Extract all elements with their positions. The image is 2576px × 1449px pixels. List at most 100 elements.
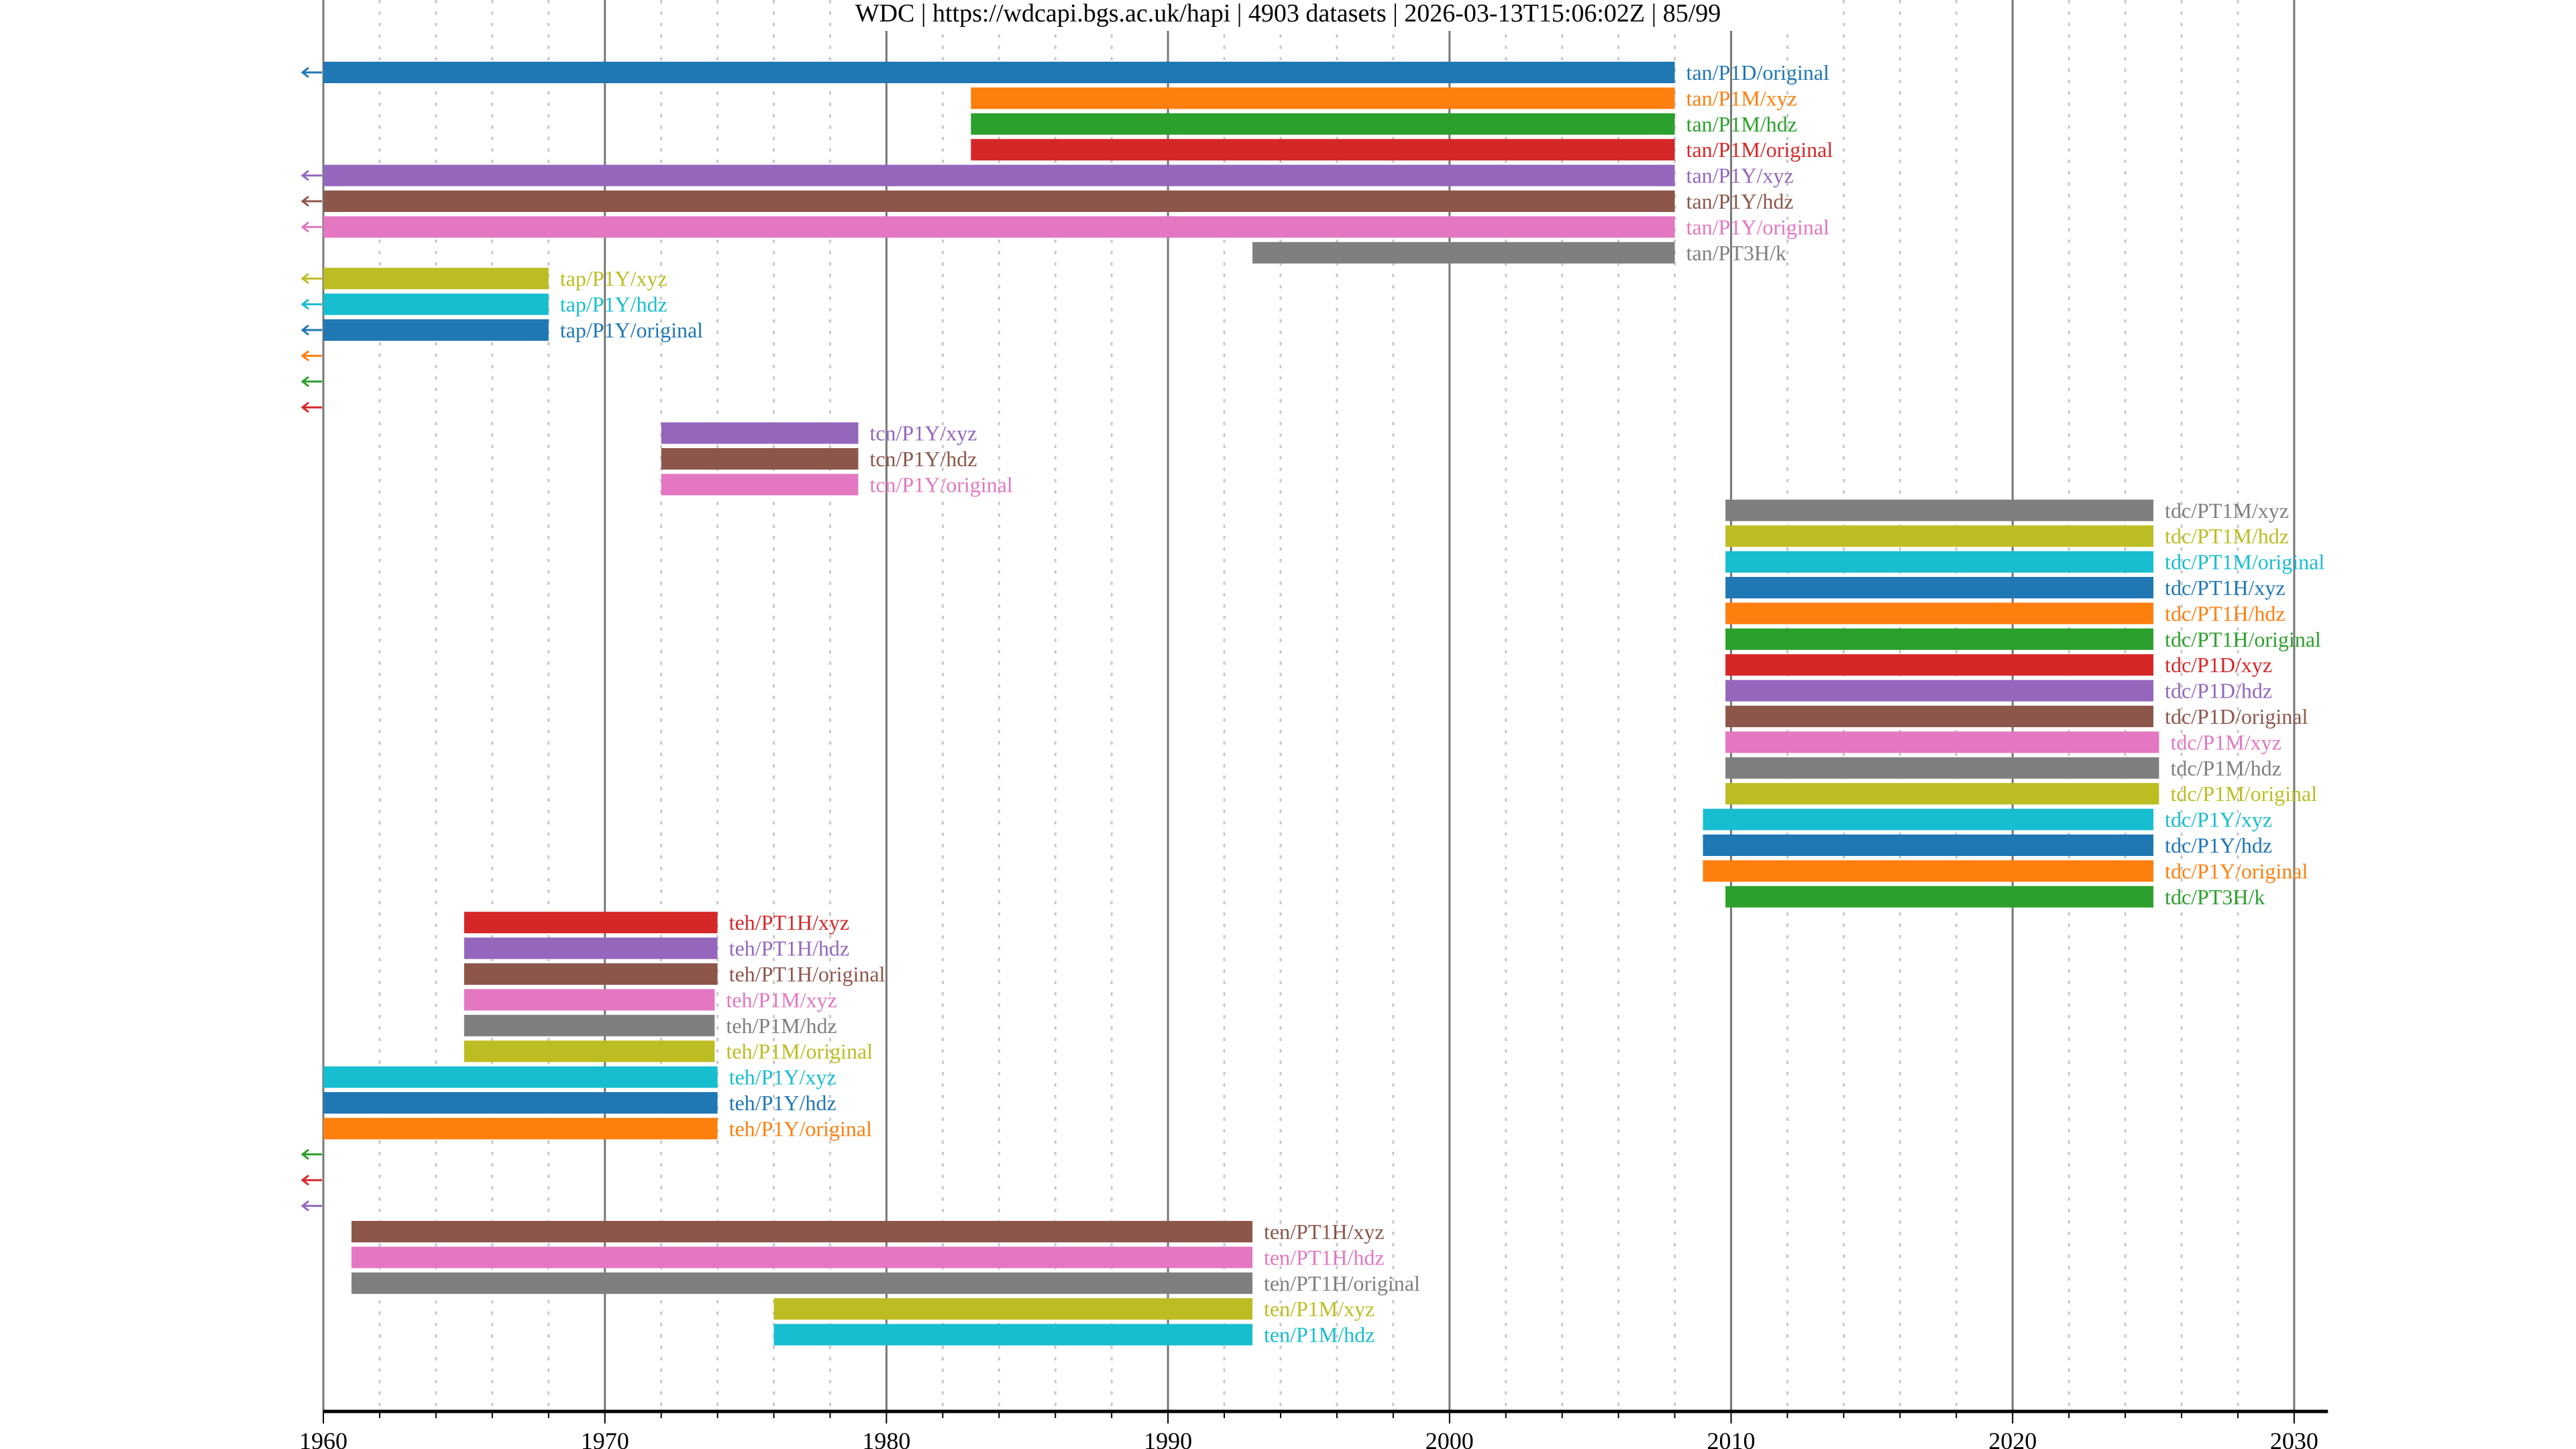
- timeline-bar: [323, 191, 1675, 212]
- timeline-bar: [351, 1246, 1253, 1269]
- dataset-label: teh/P1M/xyz: [726, 987, 837, 1012]
- dataset-label: ten/PT1H/original: [1264, 1271, 1420, 1295]
- dataset-label: tdc/PT1H/original: [2165, 627, 2321, 651]
- dataset-label: tdc/P1D/xyz: [2165, 653, 2272, 677]
- timeline-bar: [464, 912, 718, 934]
- timeline-bar: [971, 139, 1675, 161]
- timeline-bar: [323, 319, 549, 341]
- timeline-bar: [1252, 241, 1675, 264]
- timeline-bar: [1725, 628, 2154, 650]
- timeline-bar: [1725, 499, 2154, 521]
- dataset-label: ten/P1M/xyz: [1264, 1297, 1375, 1321]
- x-tick-label: 2010: [1707, 1428, 1756, 1449]
- timeline-bar: [1725, 525, 2154, 547]
- dataset-label: tdc/P1M/original: [2170, 782, 2317, 806]
- dataset-label: teh/P1M/original: [726, 1039, 873, 1063]
- dataset-label: tdc/P1Y/xyz: [2165, 808, 2272, 832]
- dataset-label: tdc/P1D/original: [2165, 704, 2308, 729]
- dataset-label: tdc/P1Y/hdz: [2165, 833, 2272, 857]
- timeline-bar: [323, 268, 549, 290]
- dataset-label: ten/PT1H/xyz: [1264, 1220, 1385, 1244]
- timeline-bar: [464, 963, 718, 985]
- timeline-bar: [661, 422, 859, 444]
- dataset-label: tcn/P1Y/hdz: [869, 447, 977, 471]
- dataset-label: tcn/P1Y/original: [869, 472, 1012, 496]
- timeline-bar: [323, 1066, 718, 1088]
- left-arrow-icon: [301, 299, 322, 310]
- timeline-bar: [1725, 551, 2154, 573]
- left-arrow-icon: [301, 324, 322, 336]
- left-arrow-head: [301, 376, 309, 387]
- x-tick-label: 2030: [2270, 1428, 2318, 1449]
- timeline-bar: [971, 113, 1675, 135]
- chart-title: WDC | https://wdcapi.bgs.ac.uk/hapi | 49…: [855, 0, 1721, 28]
- left-arrow-head: [301, 221, 309, 233]
- timeline-bar: [1725, 602, 2154, 625]
- timeline-bar: [971, 87, 1675, 109]
- timeline-bar: [1725, 731, 2159, 753]
- dataset-label: tdc/P1M/hdz: [2170, 756, 2281, 780]
- timeline-bar: [1703, 808, 2154, 830]
- dataset-label: teh/PT1H/xyz: [729, 910, 850, 934]
- dataset-label: tan/P1Y/hdz: [1686, 189, 1794, 213]
- x-tick-label: 1980: [862, 1428, 910, 1449]
- left-arrow-head: [301, 195, 309, 207]
- dataset-label: tdc/PT1M/hdz: [2165, 524, 2289, 548]
- left-arrow-head: [301, 170, 309, 181]
- left-arrow-icon: [301, 1175, 322, 1186]
- left-arrow-icon: [301, 1148, 322, 1160]
- timeline-bar: [464, 989, 715, 1011]
- timeline-bar: [323, 164, 1675, 186]
- left-arrow-icon: [301, 402, 322, 413]
- dataset-label: tan/P1M/xyz: [1686, 86, 1797, 110]
- dataset-label: teh/PT1H/hdz: [729, 936, 850, 961]
- left-arrow-icon: [301, 376, 322, 387]
- dataset-label: teh/P1Y/xyz: [729, 1065, 837, 1089]
- dataset-label: tdc/PT1M/xyz: [2165, 498, 2289, 523]
- timeline-bar: [1725, 783, 2159, 805]
- timeline-bar: [464, 937, 718, 959]
- timeline-bar: [1703, 860, 2154, 882]
- left-arrow-icon: [301, 170, 322, 181]
- left-arrow-head: [301, 402, 309, 413]
- x-axis: 1960 1970 1980 1990 2000 2010 2020 2030: [299, 1409, 2328, 1449]
- x-tick-label: 1960: [299, 1428, 347, 1449]
- dataset-label: tdc/PT1H/hdz: [2165, 601, 2286, 625]
- left-arrow-icon: [301, 1200, 322, 1212]
- timeline-bar: [464, 1014, 715, 1036]
- x-tick-label: 1970: [581, 1428, 629, 1449]
- timeline-bar: [1725, 885, 2154, 908]
- timeline-bar: [661, 448, 859, 470]
- timeline-bar: [323, 293, 549, 315]
- dataset-label: tdc/P1Y/original: [2165, 859, 2308, 883]
- x-tick-label: 2020: [1988, 1428, 2037, 1449]
- left-arrow-head: [301, 350, 309, 362]
- left-arrow-head: [301, 273, 309, 284]
- timeline-bar: [1725, 577, 2154, 598]
- dataset-label: tap/P1Y/xyz: [560, 266, 667, 290]
- dataset-label: teh/P1Y/original: [729, 1116, 872, 1140]
- dataset-label: tan/P1M/original: [1686, 138, 1833, 162]
- left-arrow-icon: [301, 273, 322, 284]
- left-arrow-head: [301, 299, 309, 310]
- left-arrow-head: [301, 1175, 309, 1186]
- timeline-bar: [323, 1092, 718, 1114]
- dataset-label: teh/PT1H/original: [729, 962, 885, 986]
- dataset-label: tdc/PT1M/original: [2165, 550, 2324, 574]
- timeline-bar: [1725, 654, 2154, 676]
- dataset-label: tan/P1D/original: [1686, 60, 1829, 85]
- dataset-label: tdc/P1D/hdz: [2165, 679, 2272, 703]
- dataset-label: ten/P1M/hdz: [1264, 1323, 1375, 1347]
- left-arrow-head: [301, 324, 309, 336]
- left-arrow-head: [301, 1148, 309, 1160]
- timeline-bar: [351, 1221, 1253, 1242]
- bars: tan/P1D/originaltan/P1M/xyztan/P1M/hdzta…: [301, 60, 2324, 1347]
- left-arrow-head: [301, 1200, 309, 1212]
- timeline-bar: [464, 1040, 715, 1063]
- dataset-label: tan/PT3H/k: [1686, 241, 1786, 265]
- timeline-bar: [323, 1118, 718, 1140]
- left-arrow-icon: [301, 66, 322, 78]
- timeline-bar: [773, 1298, 1253, 1320]
- x-tick-label: 1990: [1144, 1428, 1192, 1449]
